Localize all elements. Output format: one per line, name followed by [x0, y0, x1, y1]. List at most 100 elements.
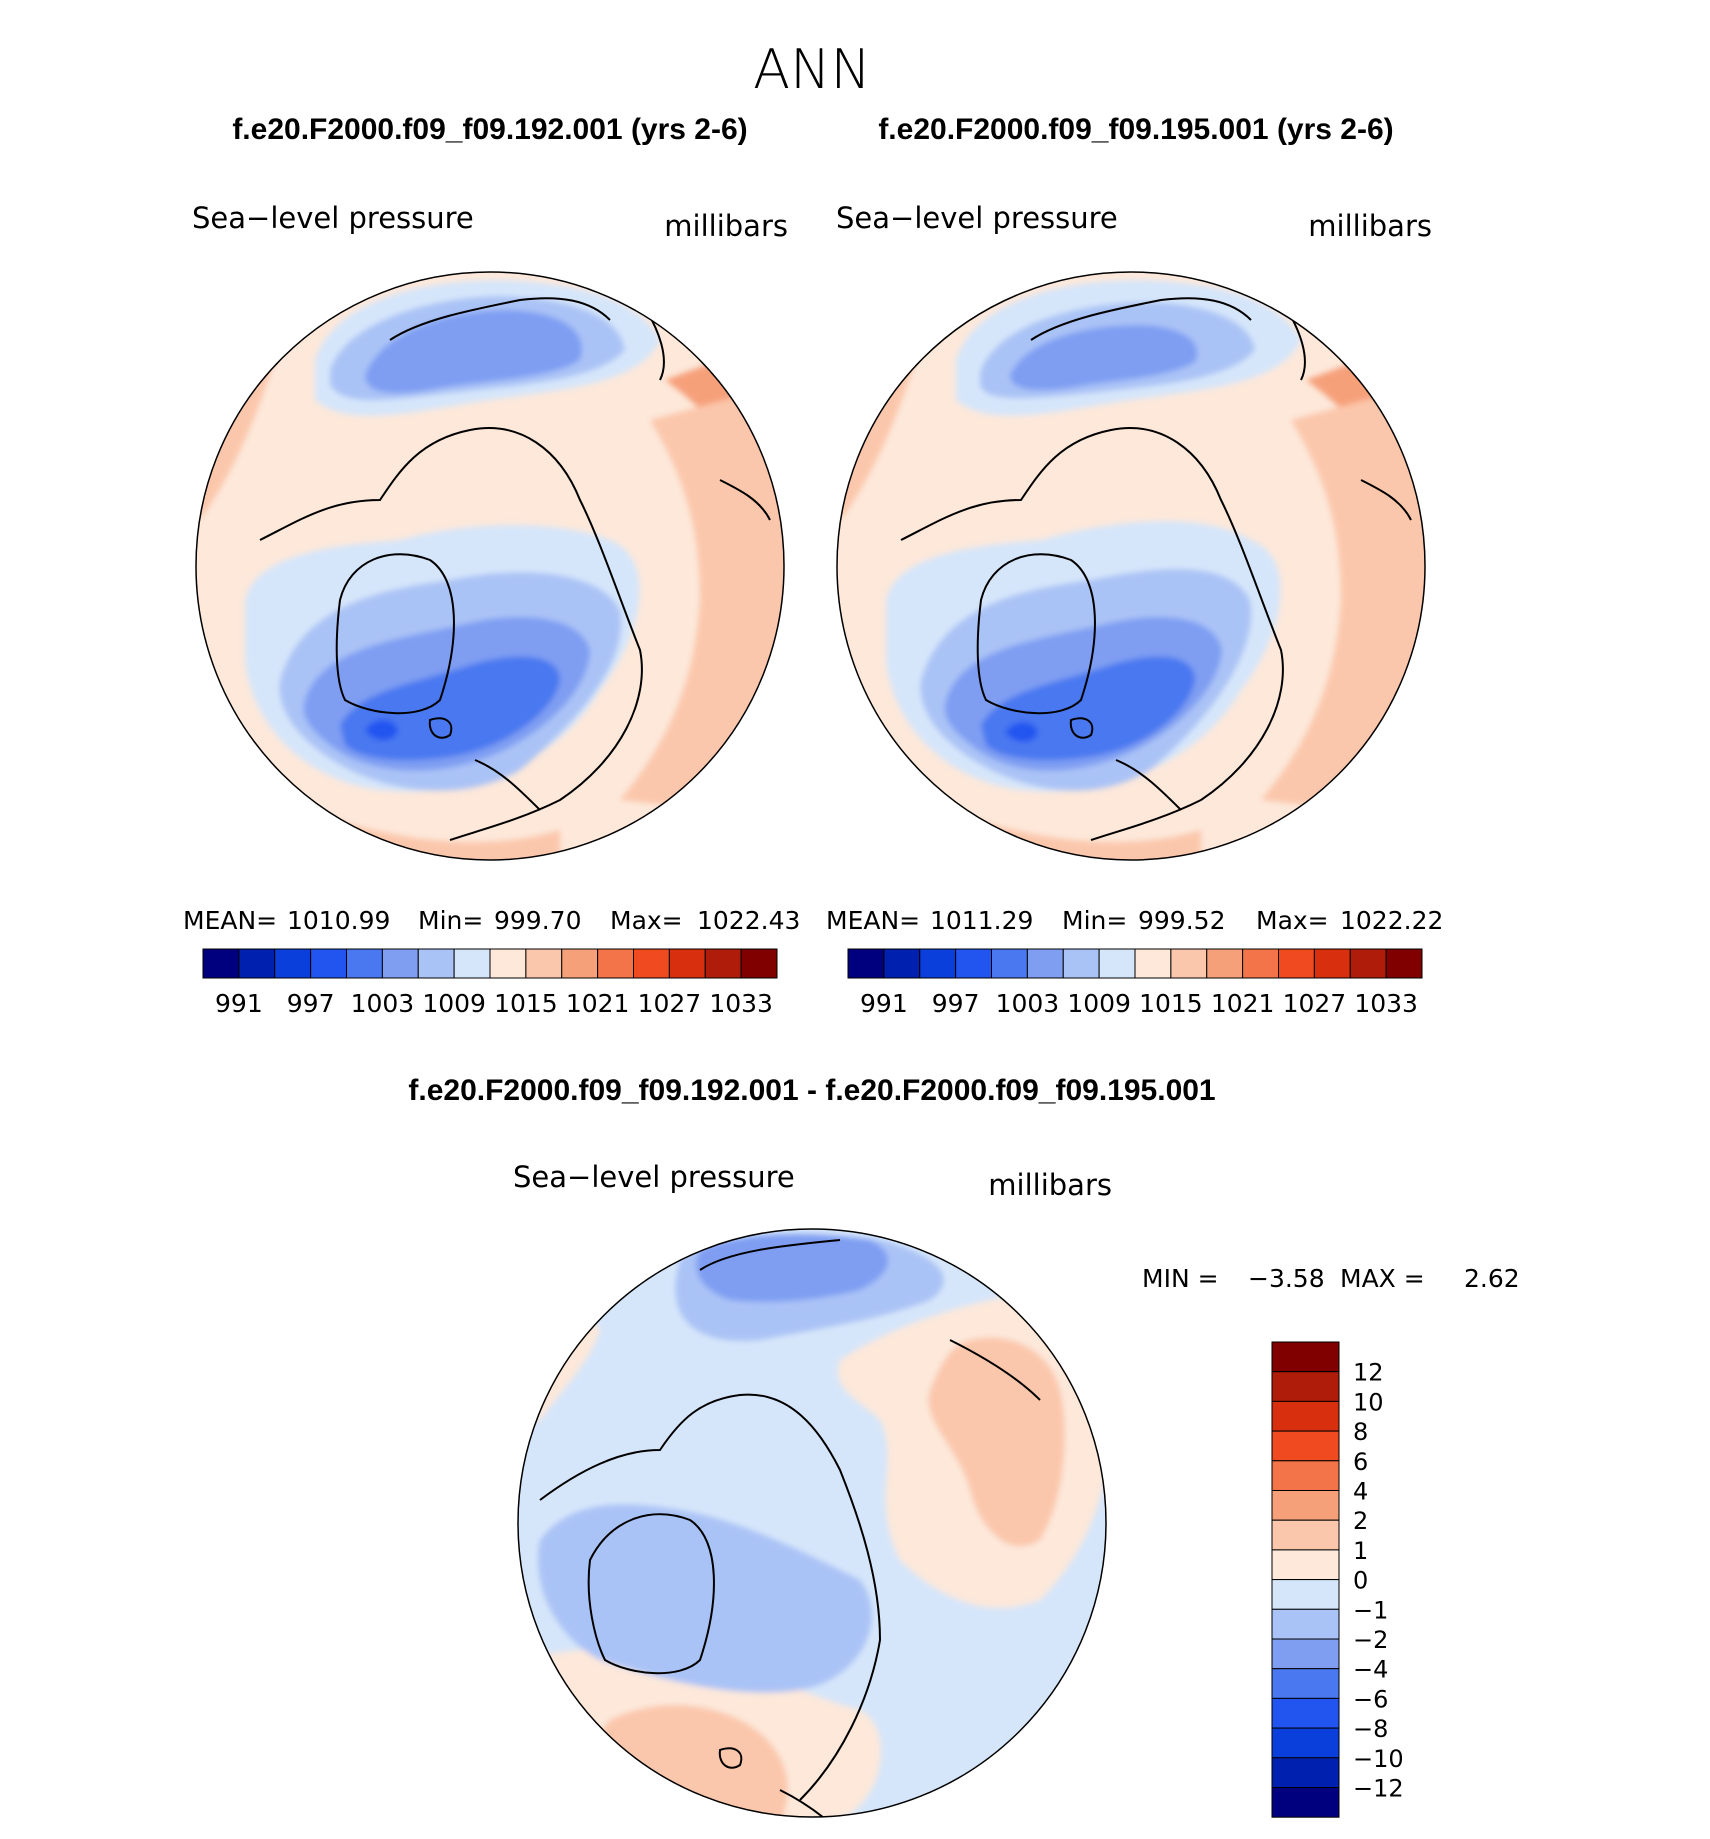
- panel-3-contour-negative-arctic: [538, 1504, 872, 1693]
- panel-case-1: f.e20.F2000.f09_f09.192.001 (yrs 2-6) Se…: [183, 113, 800, 1018]
- colorbar-2-box-13: [1313, 948, 1351, 979]
- colorbar-2-box-4: [991, 948, 1028, 979]
- panel-2-mean-value: 1011.29: [930, 906, 1033, 935]
- colorbar-3-tick-label: −6: [1353, 1685, 1388, 1713]
- panel-3-colorbar: [1271, 1341, 1340, 1818]
- colorbar-3-box-12: [1271, 1697, 1340, 1729]
- colorbar-3-box-8: [1271, 1579, 1340, 1610]
- panel-3-min-label: MIN =: [1142, 1264, 1219, 1293]
- colorbar-2-box-12: [1278, 948, 1315, 979]
- colorbar-1-box-5: [381, 948, 419, 979]
- panel-2-contour-icelandic-core: [1005, 722, 1038, 742]
- colorbar-3-box-14: [1271, 1757, 1340, 1789]
- colorbar-3-tick-label: 4: [1353, 1478, 1368, 1506]
- colorbar-3-tick-label: −12: [1353, 1775, 1404, 1803]
- panel-2-max-label: Max=: [1256, 906, 1329, 935]
- colorbar-2-box-1: [883, 948, 921, 979]
- colorbar-3-box-5: [1271, 1490, 1340, 1521]
- colorbar-1-box-14: [704, 948, 742, 979]
- colorbar-1-tick-label: 1009: [422, 989, 486, 1018]
- panel-3-title: f.e20.F2000.f09_f09.192.001 - f.e20.F200…: [408, 1074, 1215, 1107]
- panel-3-map-border: [517, 1228, 1107, 1818]
- colorbar-1-box-15: [740, 948, 778, 979]
- colorbar-1-tick-label: 1015: [494, 989, 558, 1018]
- colorbar-3-box-11: [1271, 1668, 1340, 1699]
- colorbar-3-box-13: [1271, 1727, 1340, 1759]
- panel-1-coastlines: [259, 297, 771, 841]
- panel-3-contour-negative-pacific-2: [696, 1234, 889, 1302]
- colorbar-2-tick-label: 991: [860, 989, 908, 1018]
- colorbar-3-box-3: [1271, 1430, 1340, 1462]
- colorbar-3-tick-label: 6: [1353, 1448, 1368, 1476]
- panel-2-contour-aleutian-997: [1010, 325, 1198, 391]
- colorbar-3-box-10: [1271, 1638, 1340, 1670]
- panel-2-units-label: millibars: [1308, 209, 1432, 243]
- colorbar-3-box-0: [1271, 1341, 1340, 1373]
- panel-2-map-border: [836, 271, 1426, 861]
- colorbar-1-tick-label: 1003: [351, 989, 415, 1018]
- colorbar-1-tick-label: 1021: [566, 989, 630, 1018]
- colorbar-3-tick-label: 0: [1353, 1567, 1368, 1595]
- panel-3-variable-label: Sea−level pressure: [513, 1160, 795, 1194]
- panel-2-map: [837, 272, 1425, 860]
- panel-difference: f.e20.F2000.f09_f09.192.001 - f.e20.F200…: [408, 1074, 1520, 1818]
- panel-1-mean-value: 1010.99: [287, 906, 390, 935]
- colorbar-2-tick-label: 1021: [1211, 989, 1275, 1018]
- panel-3-min-value: −3.58: [1248, 1264, 1325, 1293]
- colorbar-1-tick-label: 997: [287, 989, 335, 1018]
- colorbar-1-box-12: [633, 948, 670, 979]
- panel-1-stats: MEAN= 1010.99 Min= 999.70 Max= 1022.43: [183, 906, 800, 935]
- panel-1-map: [196, 272, 784, 860]
- colorbar-3-box-4: [1271, 1460, 1340, 1492]
- panel-3-coastlines: [539, 1239, 1041, 1817]
- panel-1-mean-label: MEAN=: [183, 906, 277, 935]
- panel-2-colorbar-ticks: 991 997 1003 1009 1015 1021 1027 1033: [860, 989, 1418, 1018]
- colorbar-2-box-9: [1170, 948, 1208, 979]
- panel-3-max-label: MAX =: [1340, 1264, 1425, 1293]
- panel-1-max-value: 1022.43: [697, 906, 800, 935]
- colorbar-1-box-11: [597, 948, 634, 979]
- colorbar-3-tick-label: 1: [1353, 1537, 1368, 1565]
- colorbar-1-tick-label: 991: [215, 989, 263, 1018]
- panel-1-min-value: 999.70: [494, 906, 581, 935]
- colorbar-2-tick-label: 1027: [1283, 989, 1347, 1018]
- colorbar-1-box-1: [238, 948, 276, 979]
- colorbar-1-box-0: [202, 948, 240, 979]
- colorbar-1-box-9: [525, 948, 563, 979]
- colorbar-1-box-3: [310, 948, 347, 979]
- colorbar-3-tick-label: 2: [1353, 1507, 1368, 1535]
- colorbar-3-tick-label: 12: [1353, 1359, 1384, 1387]
- colorbar-1-box-8: [489, 948, 527, 979]
- panel-3-contour-positive-east-2: [928, 1337, 1065, 1547]
- colorbar-2-box-0: [847, 948, 885, 979]
- colorbar-2-box-3: [955, 948, 992, 979]
- panel-1-colorbar-ticks: 991 997 1003 1009 1015 1021 1027 1033: [215, 989, 773, 1018]
- panel-1-map-border: [195, 271, 785, 861]
- colorbar-3-box-7: [1271, 1549, 1340, 1581]
- colorbar-1-box-7: [453, 948, 491, 979]
- panel-2-mean-label: MEAN=: [826, 906, 920, 935]
- colorbar-3-box-6: [1271, 1519, 1340, 1551]
- page-title: ANN: [753, 38, 871, 101]
- panel-1-contour-icelandic-core: [365, 719, 398, 741]
- colorbar-3-box-9: [1271, 1608, 1340, 1640]
- panel-1-max-label: Max=: [610, 906, 683, 935]
- colorbar-2-box-6: [1062, 948, 1100, 979]
- colorbar-1-tick-label: 1033: [709, 989, 773, 1018]
- panel-1-title: f.e20.F2000.f09_f09.192.001 (yrs 2-6): [232, 113, 747, 146]
- panel-1-units-label: millibars: [664, 209, 788, 243]
- colorbar-1-box-4: [346, 948, 383, 979]
- colorbar-1-box-13: [668, 948, 706, 979]
- colorbar-3-tick-label: 8: [1353, 1418, 1368, 1446]
- colorbar-2-tick-label: 997: [932, 989, 980, 1018]
- panel-2-max-value: 1022.22: [1340, 906, 1443, 935]
- colorbar-3-tick-label: 10: [1353, 1388, 1384, 1416]
- colorbar-3-tick-label: −8: [1353, 1715, 1388, 1743]
- panel-3-max-value: 2.62: [1464, 1264, 1520, 1293]
- colorbar-2-box-8: [1134, 948, 1172, 979]
- panel-3-units-label: millibars: [988, 1168, 1112, 1202]
- panel-3-map: [518, 1229, 1106, 1817]
- colorbar-2-tick-label: 1003: [996, 989, 1060, 1018]
